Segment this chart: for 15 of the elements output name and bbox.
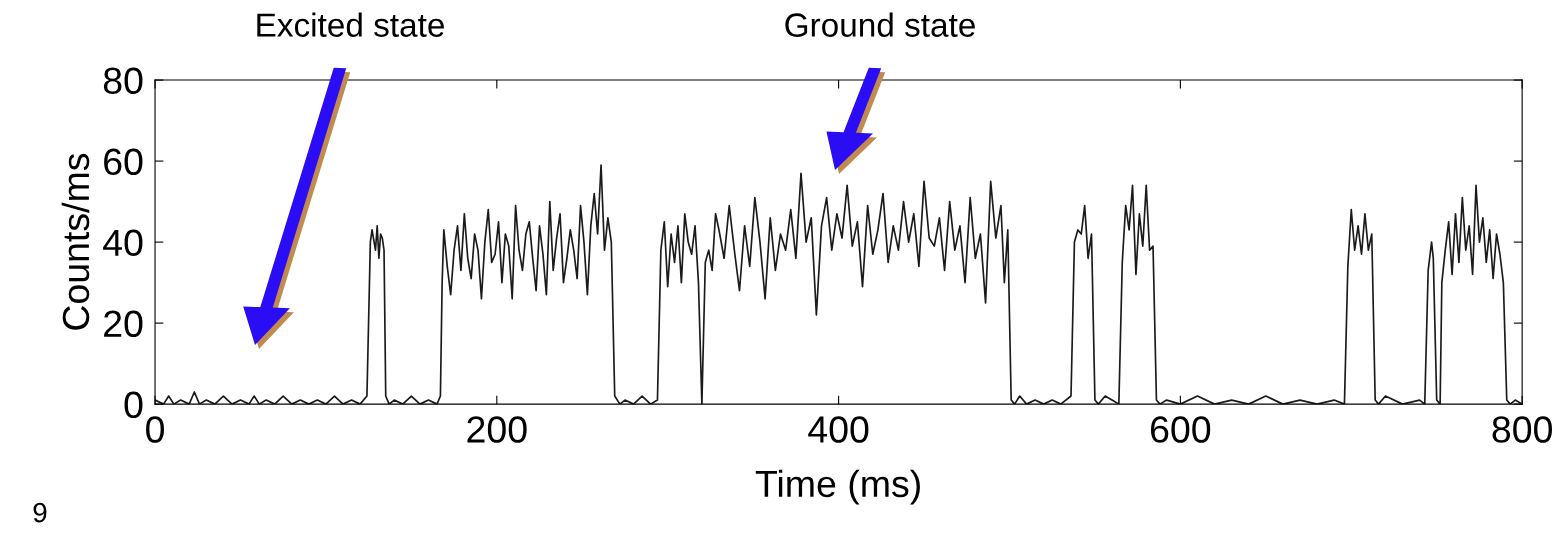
y-tick-label: 80 [103, 67, 143, 95]
x-axis-title: Time (ms) [755, 469, 920, 505]
x-tick-label: 200 [467, 416, 527, 443]
y-tick-label: 20 [104, 310, 143, 338]
y-axis-title: Counts/ms [61, 153, 90, 330]
y-tick-label: 40 [103, 229, 143, 257]
y-tick-label: 60 [104, 148, 143, 176]
text: Excited state [257, 12, 444, 37]
x-tick-label: 800 [1492, 416, 1552, 443]
y-tick-label: 0 [124, 391, 143, 419]
x-tick-label: 400 [808, 416, 869, 443]
text: Ground state [785, 12, 975, 37]
text: 9 [33, 502, 47, 523]
x-tick-label: 0 [146, 416, 164, 443]
x-tick-label: 600 [1151, 416, 1211, 443]
